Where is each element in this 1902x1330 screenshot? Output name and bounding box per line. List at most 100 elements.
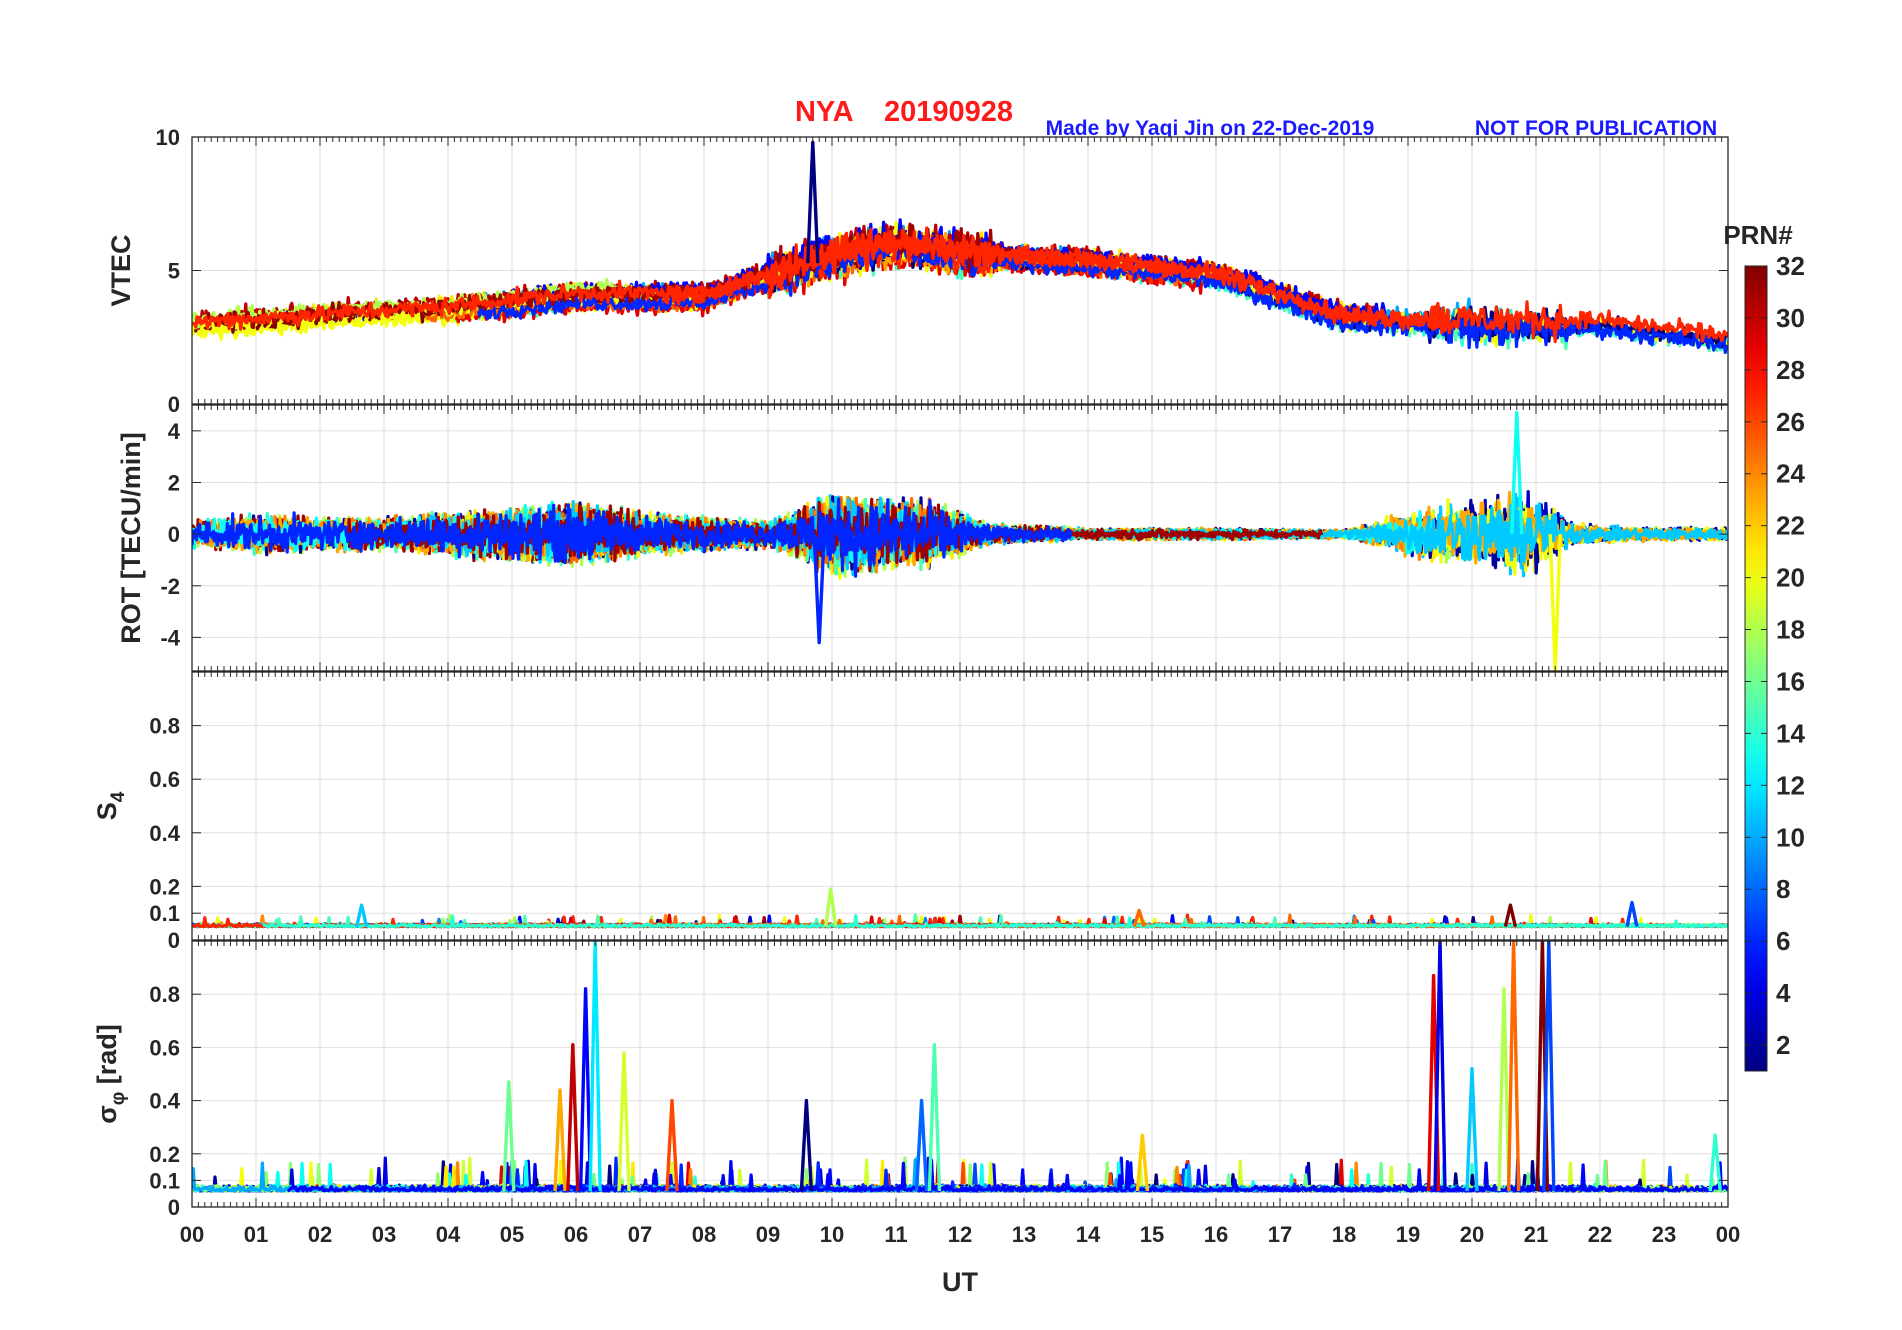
panel-sigma_phi: 00.10.2 0.4 0.6 0.8 σφ [rad] (92, 940, 1729, 1220)
colorbar-tick-label: 6 (1776, 926, 1790, 956)
colorbar-tick-label: 16 (1776, 666, 1805, 696)
x-tick-label: 20 (1460, 1222, 1484, 1247)
x-tick-label: 09 (756, 1222, 780, 1247)
spike-mark (799, 1098, 814, 1192)
y-tick-label: 0.2 (149, 1142, 180, 1167)
x-tick-label: 08 (692, 1222, 716, 1247)
spike-mark (617, 1051, 631, 1192)
colorbar-tick-label: 24 (1776, 459, 1805, 489)
y-tick-label: 10 (156, 125, 180, 150)
prn-trace (262, 914, 1728, 929)
spike-mark (1510, 411, 1524, 535)
colorbar-tick-label: 28 (1776, 355, 1805, 385)
x-tick-labels: 00 01 02 03 04 05 06 07 08 09 10 11 12 13 14 15 16 17 18 19… (180, 1222, 1740, 1247)
y-tick-label: 0.4 (149, 1089, 180, 1114)
y-tick-label: 0.8 (149, 714, 180, 739)
y-tick-label: 0.2 (149, 874, 180, 899)
x-tick-label: 13 (1012, 1222, 1036, 1247)
x-tick-label: 16 (1204, 1222, 1228, 1247)
spike-mark (1506, 941, 1521, 1192)
x-tick-label: 06 (564, 1222, 588, 1247)
y-tick-label: 0.6 (149, 1035, 180, 1060)
spike-mark (1433, 941, 1447, 1192)
spike-mark (927, 1043, 942, 1192)
y-axis-label: σφ [rad] (92, 1024, 129, 1124)
y-tick-label: 0.6 (149, 767, 180, 792)
colorbar-tick-label: 10 (1776, 822, 1805, 852)
x-tick-label: 18 (1332, 1222, 1356, 1247)
colorbar-tick-label: 26 (1776, 407, 1805, 437)
x-tick-label: 05 (500, 1222, 524, 1247)
x-tick-label: 03 (372, 1222, 396, 1247)
publication-notice: NOT FOR PUBLICATION (1475, 117, 1717, 140)
x-tick-label: 00 (180, 1222, 204, 1247)
spike-mark (1542, 941, 1556, 1192)
x-tick-label: 01 (244, 1222, 268, 1247)
colorbar-tick-label: 2 (1776, 1030, 1790, 1060)
y-tick-label: 0 (168, 392, 180, 417)
y-tick-label: 0.1 (149, 1168, 180, 1193)
spike-mark (502, 1080, 516, 1192)
station-name: NYA (795, 96, 854, 128)
colorbar-tick-label: 12 (1776, 770, 1805, 800)
spike-mark (578, 987, 593, 1192)
panel-s4-traces (192, 887, 1728, 929)
x-tick-label: 11 (884, 1222, 907, 1247)
colorbar-tick-label: 4 (1776, 978, 1791, 1008)
spike-mark (354, 903, 369, 927)
x-tick-label: 23 (1652, 1222, 1676, 1247)
x-tick-label: 17 (1268, 1222, 1292, 1247)
y-tick-label: 0 (168, 522, 180, 547)
y-tick-label: 0 (168, 928, 180, 953)
spike-mark (914, 1098, 929, 1192)
colorbar-tick-label: 18 (1776, 615, 1805, 645)
y-tick-label: -2 (160, 574, 180, 599)
colorbar-tick-label: 20 (1776, 563, 1805, 593)
figure-title: NYA 20190928 (795, 96, 1013, 128)
spike-mark (566, 1043, 580, 1192)
x-tick-label: 19 (1396, 1222, 1420, 1247)
y-tick-label: 0.8 (149, 982, 180, 1007)
y-axis-label: ROT [TECU/min] (116, 432, 146, 643)
y-tick-label: 0.4 (149, 821, 180, 846)
y-axis-label: S4 (92, 791, 129, 820)
spike-mark (1132, 908, 1146, 928)
spike-mark (665, 1098, 679, 1192)
spike-mark (1503, 903, 1518, 927)
panel-sigma_phi-traces (192, 941, 1728, 1193)
spike-mark (1548, 534, 1562, 671)
colorbar-tick-label: 30 (1776, 303, 1805, 333)
y-tick-label: 2 (168, 470, 180, 495)
prn-trace (286, 1156, 1728, 1193)
x-tick-label: 14 (1076, 1222, 1101, 1247)
y-tick-label: 0 (168, 1195, 180, 1220)
x-tick-label: 10 (820, 1222, 844, 1247)
spike-mark (824, 887, 838, 927)
prn-trace (192, 497, 1073, 578)
x-tick-label: 22 (1588, 1222, 1612, 1247)
panel-rot: -4 -2 0 2 4 ROT [TECU/min] (116, 404, 1729, 672)
y-axis-label: VTEC (106, 234, 136, 306)
x-axis-label: UT (942, 1267, 978, 1297)
spike-mark (812, 534, 826, 645)
y-tick-label: -4 (160, 625, 180, 650)
spike-mark (1708, 1133, 1722, 1192)
colorbar-label: PRN# (1723, 220, 1793, 250)
x-tick-label: 02 (308, 1222, 332, 1247)
spike-mark (1625, 900, 1639, 927)
panel-rot-traces (192, 411, 1728, 671)
panel-vtec-traces (192, 140, 1728, 354)
x-tick-label: 00 (1716, 1222, 1740, 1247)
x-tick-label: 12 (948, 1222, 972, 1247)
colorbar-tick-label: 32 (1776, 251, 1805, 281)
colorbar-scale (1744, 265, 1768, 1072)
spike-mark (806, 140, 820, 264)
x-tick-label: 07 (628, 1222, 652, 1247)
colorbar-tick-label: 8 (1776, 874, 1790, 904)
y-tick-label: 5 (168, 259, 180, 284)
x-tick-label: 04 (436, 1222, 461, 1247)
x-tick-label: 21 (1524, 1222, 1548, 1247)
